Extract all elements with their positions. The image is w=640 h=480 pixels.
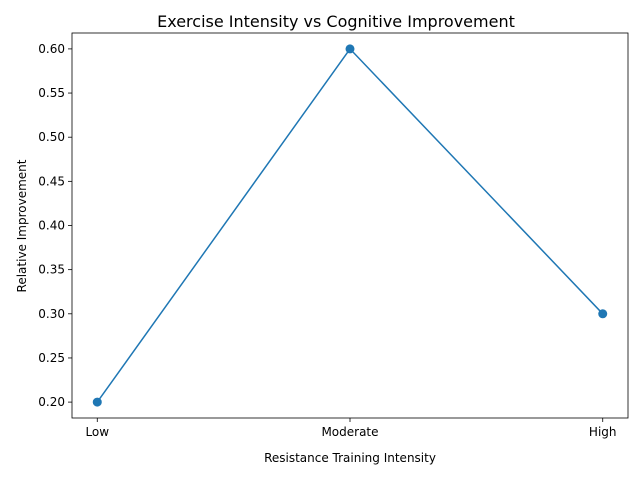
x-tick-label: High bbox=[589, 425, 617, 439]
y-tick-label: 0.30 bbox=[38, 307, 65, 321]
y-tick-label: 0.40 bbox=[38, 219, 65, 233]
y-tick-label: 0.35 bbox=[38, 263, 65, 277]
y-axis: 0.20 0.25 0.30 0.35 0.40 0.45 0.50 0.55 0.60 bbox=[38, 42, 72, 409]
y-tick-label: 0.45 bbox=[38, 174, 65, 188]
y-axis-label: Relative Improvement bbox=[15, 159, 29, 292]
x-tick-label: Moderate bbox=[321, 425, 378, 439]
data-point bbox=[345, 44, 355, 54]
y-tick-label: 0.60 bbox=[38, 42, 65, 56]
y-tick-label: 0.55 bbox=[38, 86, 65, 100]
y-tick-label: 0.20 bbox=[38, 395, 65, 409]
x-axis: Low Moderate High bbox=[85, 418, 617, 439]
series-line bbox=[96, 47, 604, 403]
data-point bbox=[598, 309, 608, 319]
y-tick-label: 0.25 bbox=[38, 351, 65, 365]
plot-area bbox=[71, 32, 629, 419]
chart-title: Exercise Intensity vs Cognitive Improvem… bbox=[157, 12, 515, 31]
x-tick-label: Low bbox=[85, 425, 109, 439]
x-axis-label: Resistance Training Intensity bbox=[264, 451, 436, 465]
data-point bbox=[92, 397, 102, 407]
y-tick-label: 0.50 bbox=[38, 130, 65, 144]
series-group bbox=[92, 44, 608, 407]
